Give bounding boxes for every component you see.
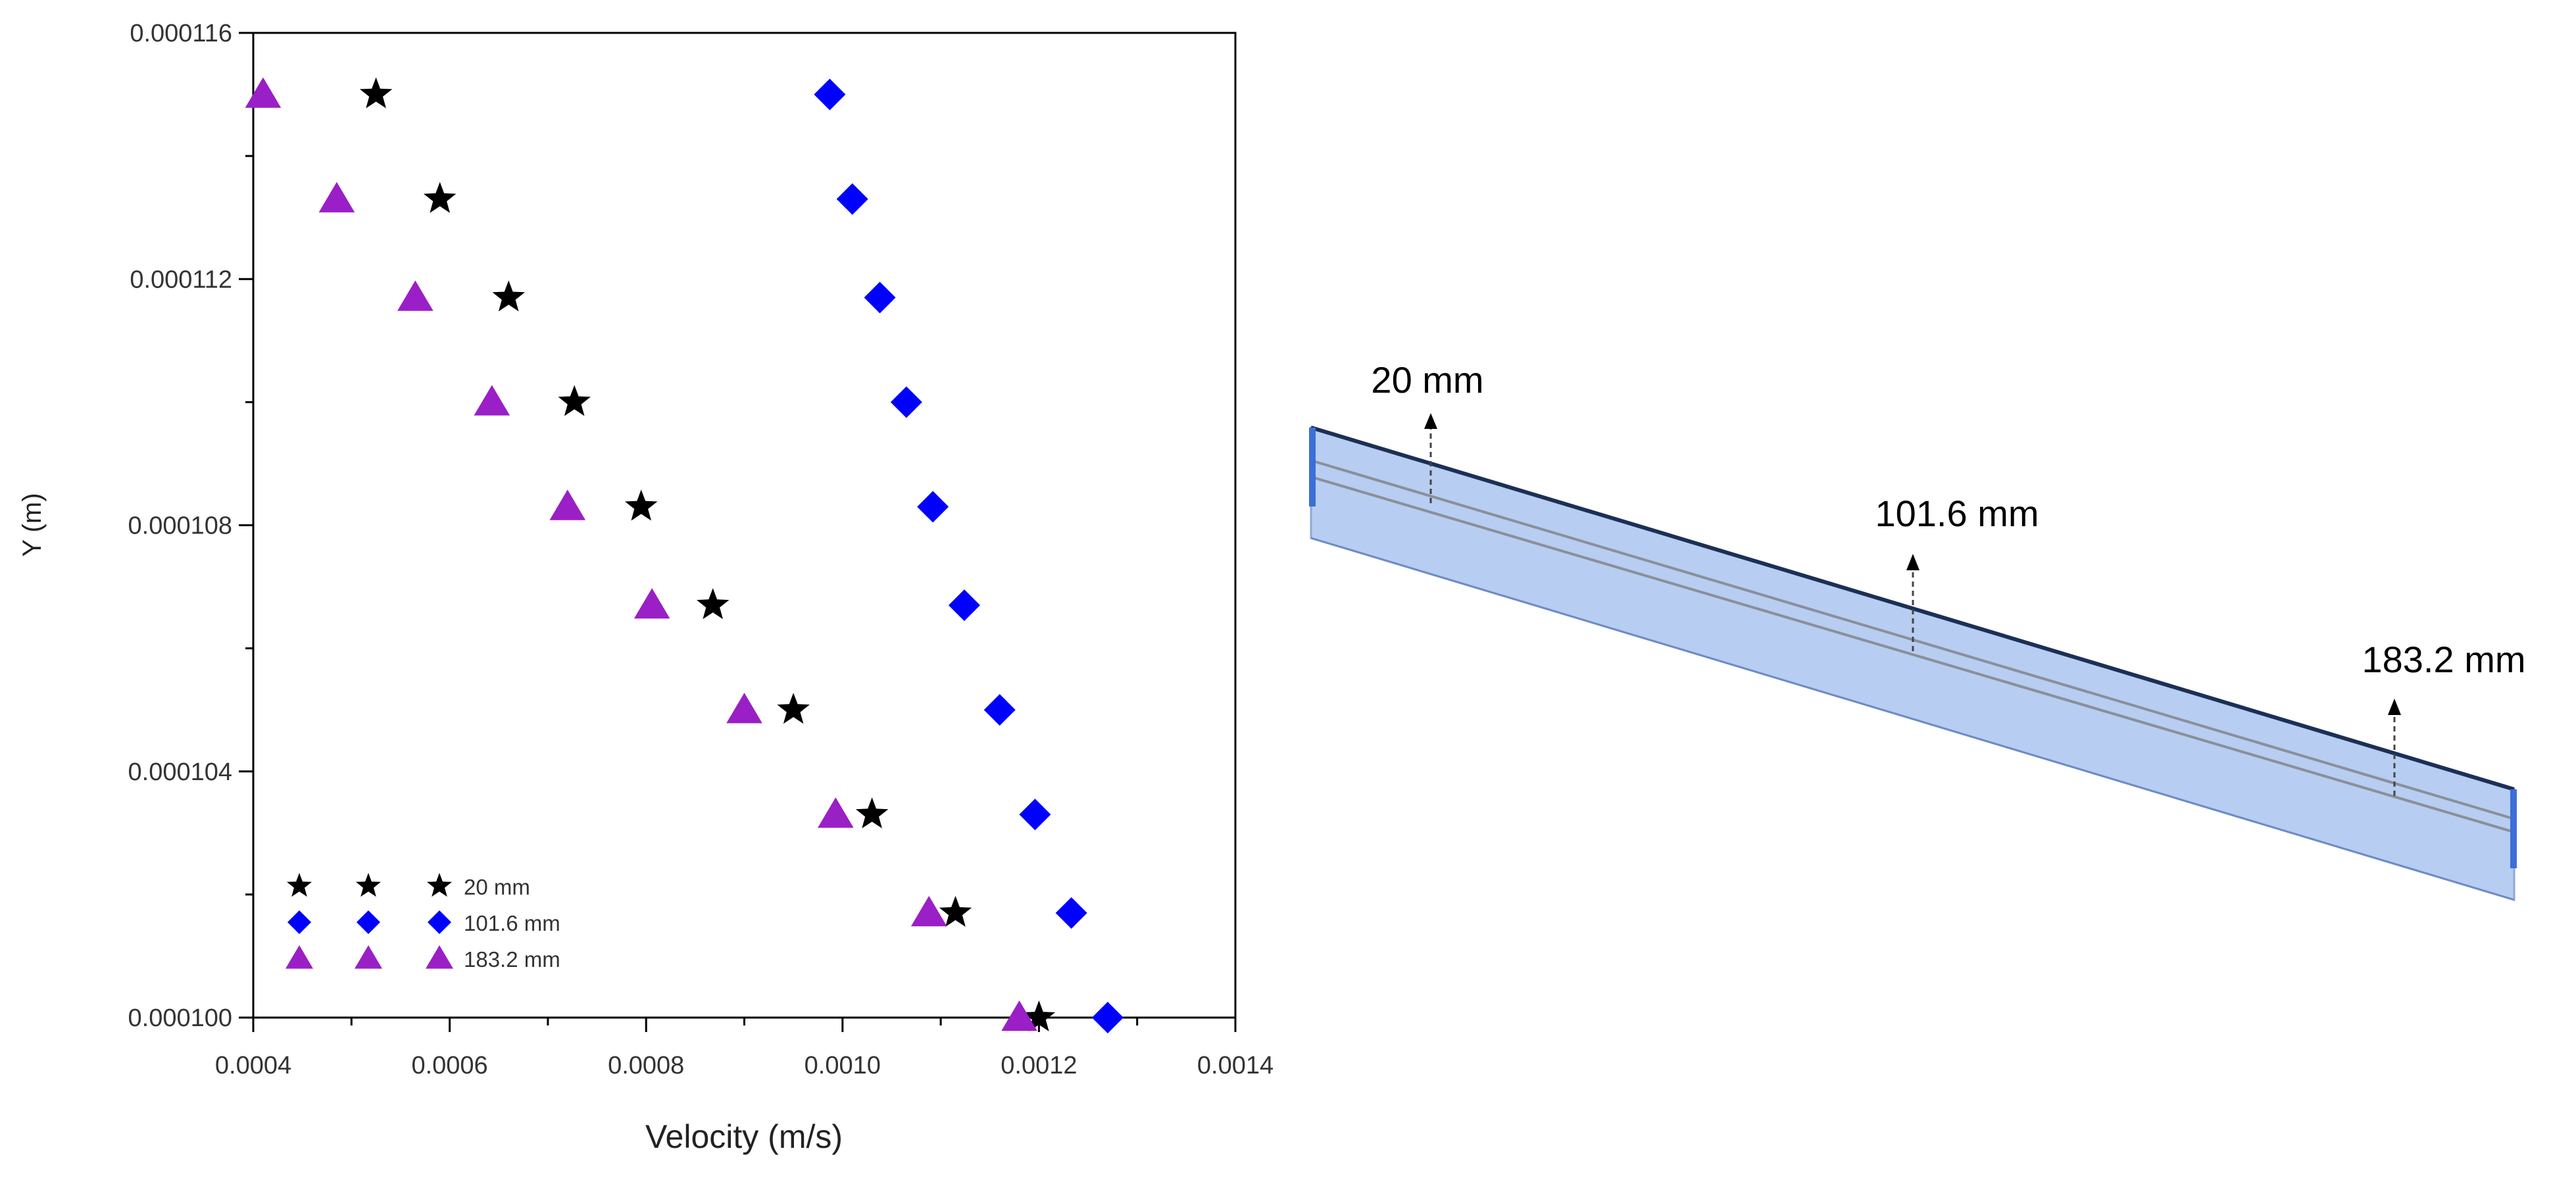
legend-triangle-icon <box>285 945 313 969</box>
y-tick-label: 0.000104 <box>128 758 233 786</box>
marker-183-2mm: 183.2 mm <box>2362 639 2526 796</box>
x-tick-label: 0.0010 <box>805 1052 881 1079</box>
label-20mm: 20 mm <box>1371 359 1483 401</box>
legend-label: 101.6 mm <box>464 911 560 935</box>
star-point <box>855 797 889 829</box>
legend-diamond-icon <box>357 910 380 934</box>
channel-groove-line <box>1310 476 2515 833</box>
legend-entry-101-6mm: 101.6 mm <box>287 910 560 935</box>
legend-star-icon <box>427 873 452 897</box>
y-tick-label: 0.000112 <box>130 266 232 293</box>
triangle-point <box>633 588 670 619</box>
arrow-up-icon <box>2388 699 2401 715</box>
legend-star-icon <box>287 873 312 897</box>
x-tick-label: 0.0006 <box>411 1052 487 1079</box>
star-point <box>359 77 393 109</box>
label-183-2mm: 183.2 mm <box>2362 639 2526 680</box>
triangle-point <box>726 693 762 724</box>
legend-diamond-icon <box>428 910 451 934</box>
diamond-point <box>948 589 980 622</box>
legend-entry-183-2mm: 183.2 mm <box>285 945 560 972</box>
channel-bottom-edge <box>1310 537 2515 901</box>
diamond-point <box>1055 897 1087 929</box>
triangle-point <box>1001 1000 1037 1031</box>
x-tick-label: 0.0004 <box>215 1052 291 1079</box>
arrow-up-icon <box>1424 413 1437 429</box>
y-tick-label: 0.000100 <box>128 1004 233 1032</box>
diamond-point <box>983 694 1016 726</box>
legend-triangle-icon <box>426 945 453 969</box>
diamond-point <box>814 78 846 111</box>
star-point <box>492 280 525 312</box>
marker-101-6mm: 101.6 mm <box>1875 493 2039 651</box>
diamond-point <box>1091 1002 1124 1033</box>
triangle-point <box>318 182 355 212</box>
star-point <box>558 385 591 416</box>
y-axis-ticks: 0.000100 0.000104 0.000108 0.000112 0.000116 <box>128 20 253 1032</box>
triangle-point <box>474 385 510 416</box>
star-point <box>423 182 457 213</box>
label-101-6mm: 101.6 mm <box>1875 493 2039 534</box>
diamond-point <box>1019 799 1051 831</box>
legend-label: 20 mm <box>464 875 530 899</box>
star-point <box>625 489 658 521</box>
star-point <box>1022 1000 1056 1031</box>
x-axis-ticks: 0.0004 0.0006 0.0008 0.0010 0.0012 0.0014 <box>215 1018 1274 1079</box>
channel-diagram: 20 mm 101.6 mm 183.2 mm <box>1309 359 2526 902</box>
velocity-profile-chart: 0.000100 0.000104 0.000108 0.000112 0.000116… <box>18 20 1274 1155</box>
data-points <box>245 77 1124 1033</box>
arrow-up-icon <box>1906 554 1920 570</box>
triangle-point <box>549 489 586 520</box>
legend-label: 183.2 mm <box>464 947 560 972</box>
triangle-point <box>245 77 282 108</box>
x-tick-label: 0.0014 <box>1197 1052 1274 1079</box>
y-tick-label: 0.000108 <box>128 512 233 540</box>
star-point <box>939 895 972 927</box>
x-tick-label: 0.0012 <box>1001 1052 1077 1079</box>
x-tick-label: 0.0008 <box>608 1052 684 1079</box>
diamond-point <box>836 183 868 215</box>
y-tick-label: 0.000116 <box>130 20 232 47</box>
diamond-point <box>890 386 922 418</box>
star-point <box>697 588 730 620</box>
x-axis-label: Velocity (m/s) <box>645 1118 843 1155</box>
triangle-point <box>818 797 854 828</box>
star-point <box>777 693 810 724</box>
channel-end-cap-left <box>1309 428 1316 506</box>
legend-entry-20mm: 20 mm <box>287 873 530 899</box>
plot-frame <box>252 32 1237 1019</box>
channel-end-cap-right <box>2510 789 2517 868</box>
legend-diamond-icon <box>287 910 311 934</box>
y-axis-label: Y (m) <box>18 493 47 556</box>
diamond-point <box>864 282 896 314</box>
marker-20mm: 20 mm <box>1371 359 1484 503</box>
triangle-point <box>397 280 433 311</box>
legend-star-icon <box>356 873 381 897</box>
legend-triangle-icon <box>355 945 382 969</box>
channel-top-edge <box>1310 426 2515 791</box>
legend: 20 mm 101.6 mm 183.2 mm <box>285 873 560 972</box>
diamond-point <box>917 491 949 523</box>
triangle-point <box>910 895 947 927</box>
